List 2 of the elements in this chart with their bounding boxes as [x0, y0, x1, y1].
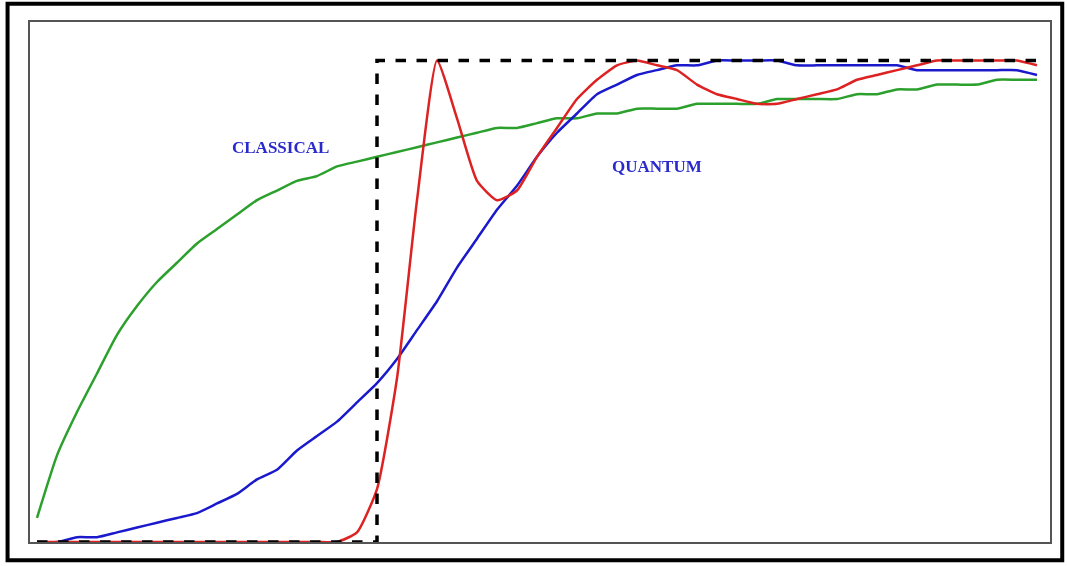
annotation: QUANTUM [612, 157, 702, 176]
annotation: CLASSICAL [232, 138, 330, 157]
